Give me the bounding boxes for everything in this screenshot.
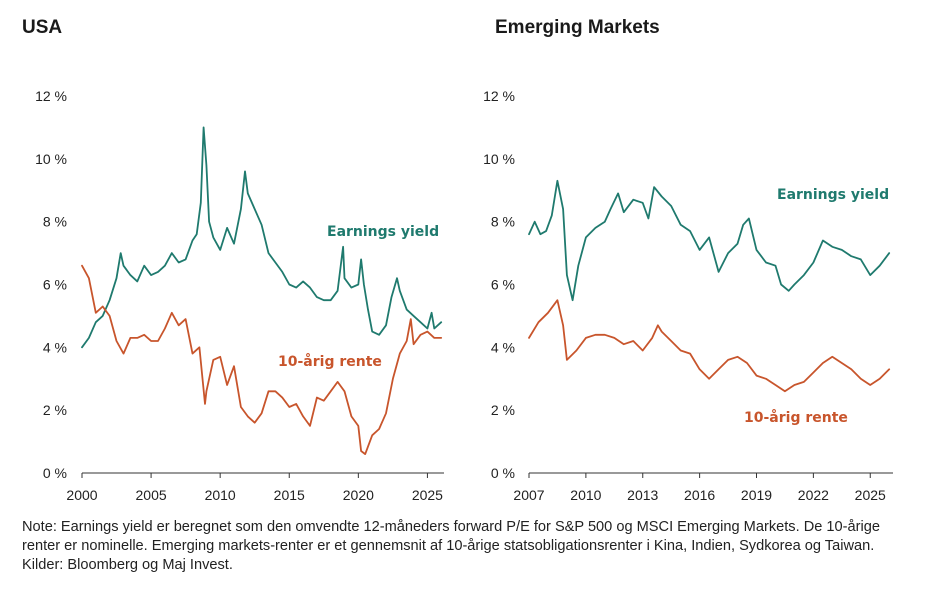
usa-earnings-yield-line <box>81 126 443 349</box>
usa-x-tick-2000: 2000 <box>66 487 97 503</box>
usa-y-tick-6: 6 % <box>43 277 67 293</box>
sources-text: Kilder: Bloomberg og Maj Invest. <box>22 557 233 573</box>
note-text: Note: Earnings yield er beregnet som den… <box>22 519 880 554</box>
em-chart-title: Emerging Markets <box>495 17 660 38</box>
em-x-tick-labels: 2007 2010 2013 2016 2019 2022 2025 <box>513 473 886 503</box>
em-earnings-yield-label: Earnings yield <box>777 187 889 203</box>
em-y-tick-4: 4 % <box>491 339 515 355</box>
usa-earnings-yield-label: Earnings yield <box>327 224 439 240</box>
em-x-tick-2016: 2016 <box>684 487 715 503</box>
em-x-tick-2010: 2010 <box>570 487 601 503</box>
em-x-tick-2025: 2025 <box>855 487 886 503</box>
usa-x-tick-2015: 2015 <box>274 487 305 503</box>
em-rate-label: 10-årig rente <box>744 409 848 426</box>
usa-chart: USA 0 % 2 % 4 % 6 % 8 % 10 % 12 % 2000 2005 2010… <box>22 17 444 503</box>
usa-y-tick-2: 2 % <box>43 402 67 418</box>
em-x-tick-2013: 2013 <box>627 487 658 503</box>
em-y-tick-12: 12 % <box>483 88 515 104</box>
usa-y-tick-10: 10 % <box>35 151 67 167</box>
em-series-lines <box>528 179 891 393</box>
em-10-rig-rente-line <box>528 299 891 393</box>
em-earnings-yield-line <box>528 179 891 302</box>
em-y-tick-8: 8 % <box>491 214 515 230</box>
usa-x-tick-2005: 2005 <box>136 487 167 503</box>
em-y-tick-0: 0 % <box>491 465 515 481</box>
usa-y-tick-12: 12 % <box>35 88 67 104</box>
usa-10-rig-rente-line <box>81 264 443 456</box>
usa-y-tick-8: 8 % <box>43 214 67 230</box>
em-x-tick-2022: 2022 <box>798 487 829 503</box>
chart-footnote: Note: Earnings yield er beregnet som den… <box>22 518 912 575</box>
usa-x-tick-labels: 2000 2005 2010 2015 2020 2025 <box>66 473 443 503</box>
usa-chart-title: USA <box>22 17 62 38</box>
usa-x-tick-2010: 2010 <box>205 487 236 503</box>
em-x-tick-2019: 2019 <box>741 487 772 503</box>
usa-x-tick-2020: 2020 <box>343 487 374 503</box>
em-y-tick-6: 6 % <box>491 277 515 293</box>
usa-y-tick-labels: 0 % 2 % 4 % 6 % 8 % 10 % 12 % <box>35 88 67 481</box>
usa-series-lines <box>81 126 443 456</box>
em-y-tick-labels: 0 % 2 % 4 % 6 % 8 % 10 % 12 % <box>483 88 515 481</box>
em-chart: Emerging Markets 0 % 2 % 4 % 6 % 8 % 10 % 12 %… <box>483 17 893 503</box>
em-y-tick-2: 2 % <box>491 402 515 418</box>
usa-rate-label: 10-årig rente <box>278 353 382 370</box>
em-x-tick-2007: 2007 <box>513 487 544 503</box>
usa-x-tick-2025: 2025 <box>412 487 443 503</box>
usa-y-tick-4: 4 % <box>43 339 67 355</box>
em-y-tick-10: 10 % <box>483 151 515 167</box>
usa-y-tick-0: 0 % <box>43 465 67 481</box>
charts-canvas: USA 0 % 2 % 4 % 6 % 8 % 10 % 12 % 2000 2005 2010… <box>22 17 893 503</box>
